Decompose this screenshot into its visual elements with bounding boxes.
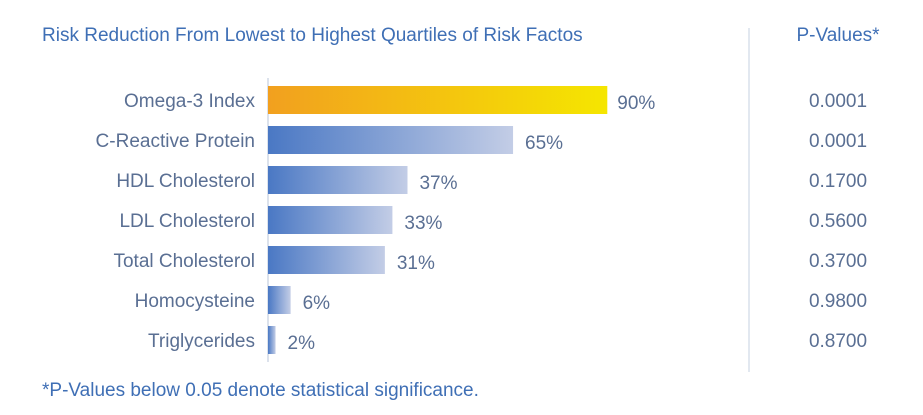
category-label-total-cholesterol: Total Cholesterol — [113, 251, 255, 272]
pvalue-ldl-cholesterol: 0.5600 — [809, 211, 867, 232]
category-label-c-reactive-protein: C-Reactive Protein — [96, 131, 255, 152]
category-label-omega-3-index: Omega-3 Index — [124, 91, 255, 112]
value-label-total-cholesterol: 31% — [397, 253, 435, 274]
pvalue-hdl-cholesterol: 0.1700 — [809, 171, 867, 192]
bar-triglycerides — [268, 326, 276, 354]
bar-homocysteine — [268, 286, 291, 314]
category-label-homocysteine: Homocysteine — [135, 291, 255, 312]
pvalue-c-reactive-protein: 0.0001 — [809, 131, 867, 152]
category-label-hdl-cholesterol: HDL Cholesterol — [116, 171, 255, 192]
value-label-omega-3-index: 90% — [617, 93, 655, 114]
pvalues-header: P-Values* — [796, 25, 880, 46]
pvalue-homocysteine: 0.9800 — [809, 291, 867, 312]
value-label-ldl-cholesterol: 33% — [404, 213, 442, 234]
value-label-triglycerides: 2% — [288, 333, 316, 354]
pvalue-triglycerides: 0.8700 — [809, 331, 867, 352]
category-label-triglycerides: Triglycerides — [148, 331, 255, 352]
category-label-ldl-cholesterol: LDL Cholesterol — [119, 211, 255, 232]
value-label-c-reactive-protein: 65% — [525, 133, 563, 154]
bar-ldl-cholesterol — [268, 206, 393, 234]
pvalue-omega-3-index: 0.0001 — [809, 91, 867, 112]
bar-total-cholesterol — [268, 246, 385, 274]
pvalue-total-cholesterol: 0.3700 — [809, 251, 867, 272]
footnote: *P-Values below 0.05 denote statistical … — [42, 380, 479, 401]
value-label-homocysteine: 6% — [303, 293, 331, 314]
chart-title: Risk Reduction From Lowest to Highest Qu… — [42, 25, 583, 46]
value-label-hdl-cholesterol: 37% — [419, 173, 457, 194]
bars-group: Omega-3 Index 90% 0.0001 C-Reactive Protein… — [96, 86, 867, 354]
bar-omega-3-index — [268, 86, 608, 114]
bar-c-reactive-protein — [268, 126, 514, 154]
bar-hdl-cholesterol — [268, 166, 408, 194]
